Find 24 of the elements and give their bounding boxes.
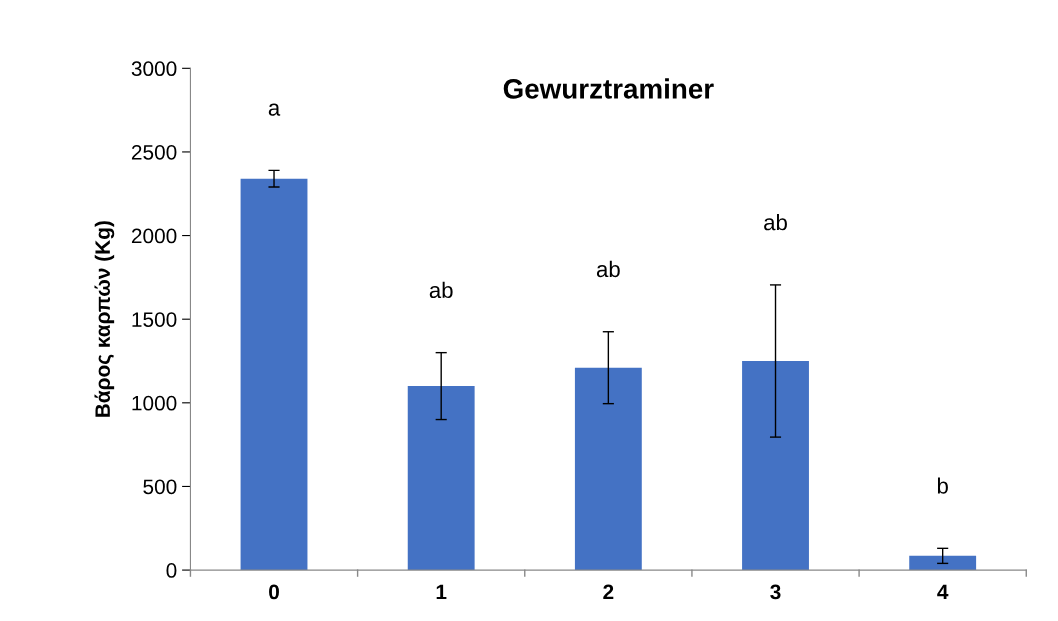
chart-title: Gewurztraminer [503,78,714,99]
y-tick-label: 2000 [131,228,177,244]
x-tick-label: 1 [436,584,447,600]
x-tick-label: 3 [770,584,781,600]
x-tick-label: 4 [937,584,949,600]
bar [407,386,475,571]
y-tick-label: 1000 [132,395,177,411]
annotation: b [937,477,948,494]
bar [240,178,308,571]
y-tick-label: 2500 [131,144,177,160]
annotation: a [268,103,281,116]
annotation: ab [596,260,620,278]
annotation: ab [764,214,787,231]
y-tick-label: 3000 [131,61,177,77]
annotation: ab [429,281,453,299]
bar [742,361,809,571]
x-tick-label: 2 [603,584,614,600]
bar [574,367,642,571]
y-tick-label: 1500 [132,312,177,327]
y-axis-title: Βάρος καρπών (Kg) [94,221,115,417]
x-tick-label: 0 [269,584,279,600]
bar [909,555,977,571]
y-tick-label: 0 [166,563,177,578]
y-tick-label: 500 [143,479,177,495]
